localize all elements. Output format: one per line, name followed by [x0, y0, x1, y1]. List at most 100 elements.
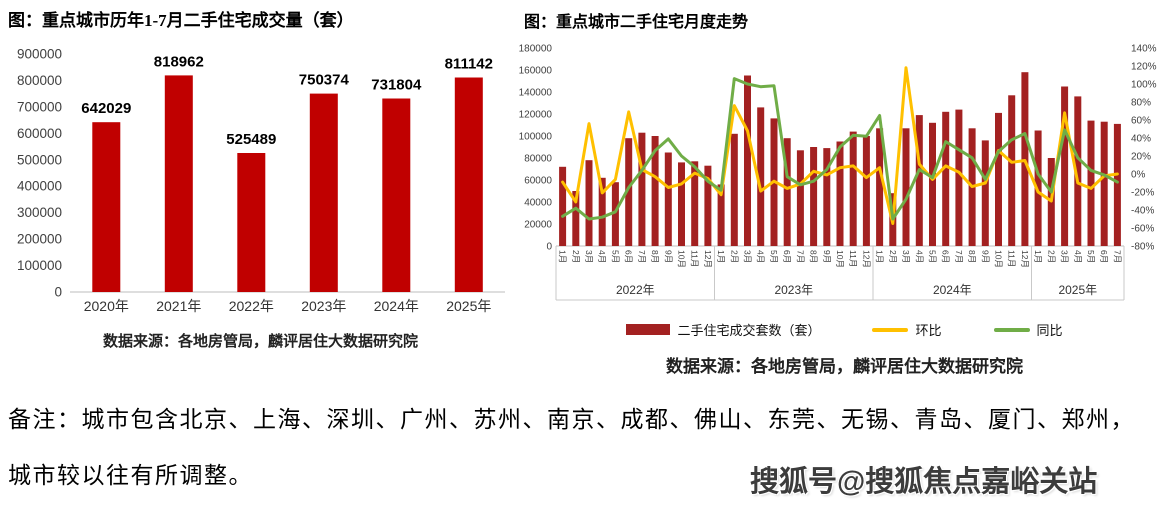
- month-tick: 2月: [571, 250, 581, 263]
- left-y-tick: 140000: [519, 88, 553, 99]
- month-tick: 8月: [809, 250, 819, 263]
- month-bar: [823, 148, 831, 246]
- bar-value-label: 525489: [226, 131, 276, 148]
- month-bar: [704, 165, 712, 246]
- month-bar: [796, 150, 804, 246]
- month-bar: [691, 161, 699, 246]
- right-y-tick: 40%: [1131, 134, 1151, 145]
- right-y-tick: 80%: [1131, 98, 1151, 109]
- monthly-trend-chart: 图：重点城市二手住宅月度走势 0 20000 40000 60000 80000 1000…: [518, 0, 1171, 390]
- month-bar: [611, 182, 619, 246]
- y-tick: 300000: [17, 205, 62, 220]
- y-tick: 0: [54, 285, 62, 300]
- month-bar: [678, 162, 685, 246]
- month-tick: 8月: [650, 250, 660, 263]
- right-y-tick: 140%: [1131, 44, 1157, 55]
- month-tick: 6月: [782, 250, 792, 263]
- legend-label: 二手住宅成交套数（套）: [677, 323, 821, 338]
- month-bar: [1087, 120, 1095, 246]
- y-tick: 800000: [17, 73, 62, 88]
- right-y-tick: 0%: [1131, 170, 1146, 181]
- month-tick: 11月: [1007, 250, 1017, 267]
- left-y-tick: 20000: [524, 220, 552, 231]
- month-tick: 1月: [716, 250, 726, 263]
- month-tick: 4月: [756, 250, 766, 263]
- year-group-label: 2023年: [774, 283, 813, 297]
- month-bar: [638, 132, 646, 246]
- bar-value-label: 642029: [81, 100, 131, 117]
- month-tick: 11月: [690, 250, 700, 267]
- month-bar: [810, 147, 818, 246]
- right-chart-plot: 0 20000 40000 60000 80000 100000 120000 140000 1…: [518, 32, 1171, 313]
- month-bar: [559, 166, 567, 246]
- month-bar: [902, 128, 910, 246]
- month-bar: [585, 160, 593, 246]
- month-tick: 3月: [901, 250, 911, 263]
- month-bar: [744, 75, 751, 246]
- month-tick: 8月: [967, 250, 977, 263]
- right-y-tick: -60%: [1131, 224, 1154, 235]
- year-bar: [237, 153, 266, 292]
- left-chart-title: 图：重点城市历年1-7月二手住宅成交量（套）: [8, 11, 354, 30]
- right-y-tick: 20%: [1131, 152, 1151, 163]
- month-bar: [651, 136, 659, 246]
- month-tick: 9月: [822, 250, 832, 263]
- month-tick: 7月: [954, 250, 964, 263]
- left-chart-plot: 0 100000 200000 300000 400000 500000 600000 700…: [8, 28, 513, 329]
- month-tick: 7月: [795, 250, 805, 263]
- note-line-2: 城市较以往有所调整。: [8, 463, 253, 488]
- month-tick: 2月: [729, 250, 739, 263]
- bar-value-label: 731804: [371, 77, 422, 94]
- month-bar: [1100, 121, 1108, 246]
- month-bar: [1113, 123, 1121, 246]
- year-label: 2023年: [301, 298, 346, 314]
- month-bar: [955, 109, 963, 246]
- month-tick: 5月: [1086, 250, 1096, 263]
- month-tick: 12月: [1020, 250, 1030, 268]
- month-bar: [625, 138, 633, 246]
- left-y-tick: 40000: [524, 198, 552, 209]
- left-chart-source: 数据来源：各地房管局，麟评居住大数据研究院: [102, 334, 418, 350]
- month-bar: [995, 112, 1002, 247]
- month-bar: [876, 128, 884, 246]
- month-tick: 5月: [928, 250, 938, 263]
- left-chart-svg: 0 100000 200000 300000 400000 500000 600000 700…: [17, 47, 505, 314]
- month-bar: [1008, 95, 1016, 246]
- right-y-tick: -80%: [1131, 242, 1154, 253]
- month-tick: 9月: [663, 250, 673, 263]
- y-tick: 700000: [17, 99, 62, 114]
- month-tick: 9月: [980, 250, 990, 263]
- month-bar: [730, 133, 738, 246]
- month-tick: 1月: [1033, 250, 1043, 263]
- legend-item: 二手住宅成交套数（套）: [626, 320, 820, 339]
- month-tick: 7月: [1112, 250, 1122, 263]
- month-tick: 4月: [914, 250, 924, 263]
- month-bar: [572, 191, 580, 246]
- year-label: 2024年: [374, 298, 419, 314]
- month-tick: 10月: [835, 250, 845, 268]
- y-tick: 100000: [17, 258, 62, 273]
- month-bar: [836, 141, 844, 246]
- month-tick: 11月: [848, 250, 858, 267]
- left-y-tick: 160000: [519, 66, 553, 77]
- left-y-tick: 180000: [519, 44, 553, 55]
- month-tick: 1月: [558, 250, 568, 263]
- year-bar: [454, 77, 483, 292]
- right-y-tick: 120%: [1131, 62, 1157, 73]
- right-y-tick: 100%: [1131, 80, 1157, 91]
- month-bar: [783, 138, 791, 246]
- month-bar: [757, 107, 765, 247]
- right-chart-source: 数据来源：各地房管局，麟评居住大数据研究院: [666, 357, 1023, 376]
- y-tick: 600000: [17, 126, 62, 141]
- note-line-1: 备注：城市包含北京、上海、深圳、广州、苏州、南京、成都、佛山、东莞、无锡、青岛、…: [8, 407, 1135, 432]
- year-group-label: 2024年: [933, 283, 972, 297]
- month-bar: [664, 152, 672, 246]
- month-bar: [862, 136, 870, 246]
- month-tick: 7月: [637, 250, 647, 263]
- month-tick: 3月: [743, 250, 753, 263]
- month-tick: 10月: [677, 250, 687, 268]
- month-bar: [942, 111, 950, 246]
- year-label: 2025年: [446, 298, 491, 314]
- month-bar: [1074, 96, 1082, 247]
- month-tick: 3月: [584, 250, 594, 263]
